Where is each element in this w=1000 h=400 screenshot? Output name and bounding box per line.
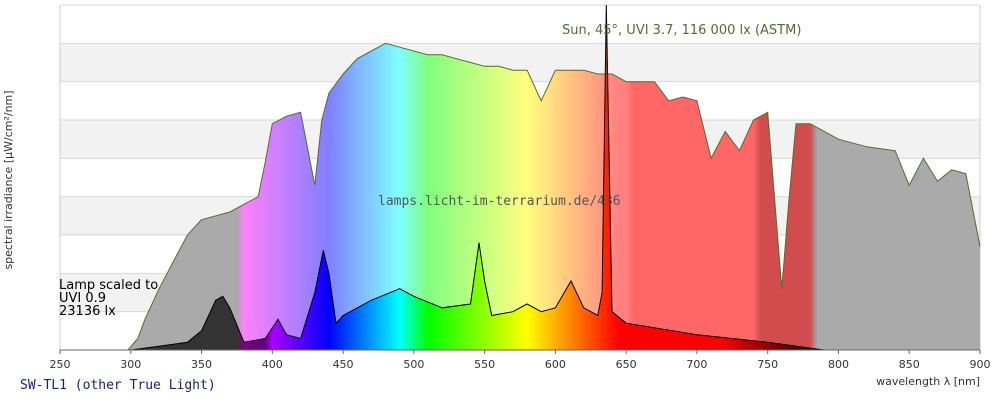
x-axis-label: wavelength λ [nm] xyxy=(876,375,980,388)
x-tick-label: 650 xyxy=(616,358,637,371)
spectrum-area xyxy=(130,5,825,350)
annotation: UVI 0.9 xyxy=(59,291,106,306)
annotation: Lamp scaled to xyxy=(59,278,158,293)
chart-title: Sun, 45°, UVI 3.7, 116 000 lx (ASTM) xyxy=(562,23,801,38)
spectrum-line xyxy=(127,42,981,351)
plot-area: 250 300 350 400 450 500 550 600 650 700 750 800 850 9… xyxy=(50,4,991,371)
x-tick-label: 600 xyxy=(545,358,566,371)
x-tick-label: 450 xyxy=(333,358,354,371)
spectrum-line xyxy=(130,4,825,351)
x-tick-label: 350 xyxy=(191,358,212,371)
x-tick-label: 900 xyxy=(970,358,991,371)
spectrum-area xyxy=(127,43,980,351)
x-tick-label: 700 xyxy=(686,358,707,371)
x-tick-label: 500 xyxy=(403,358,424,371)
x-tick-label: 300 xyxy=(120,358,141,371)
x-tick-label: 750 xyxy=(757,358,778,371)
x-tick-label: 850 xyxy=(899,358,920,371)
watermark: lamps.licht-im-terrarium.de/436 xyxy=(378,194,621,209)
x-tick-label: 800 xyxy=(828,358,849,371)
footer: SW-TL1 (other True Light) xyxy=(20,378,216,393)
x-tick-label: 250 xyxy=(50,358,71,371)
annotation: 23136 lx xyxy=(59,304,116,319)
x-tick-label: 400 xyxy=(262,358,283,371)
y-axis-label: spectral irradiance [µW/cm²/nm] xyxy=(2,90,15,269)
x-tick-label: 550 xyxy=(474,358,495,371)
